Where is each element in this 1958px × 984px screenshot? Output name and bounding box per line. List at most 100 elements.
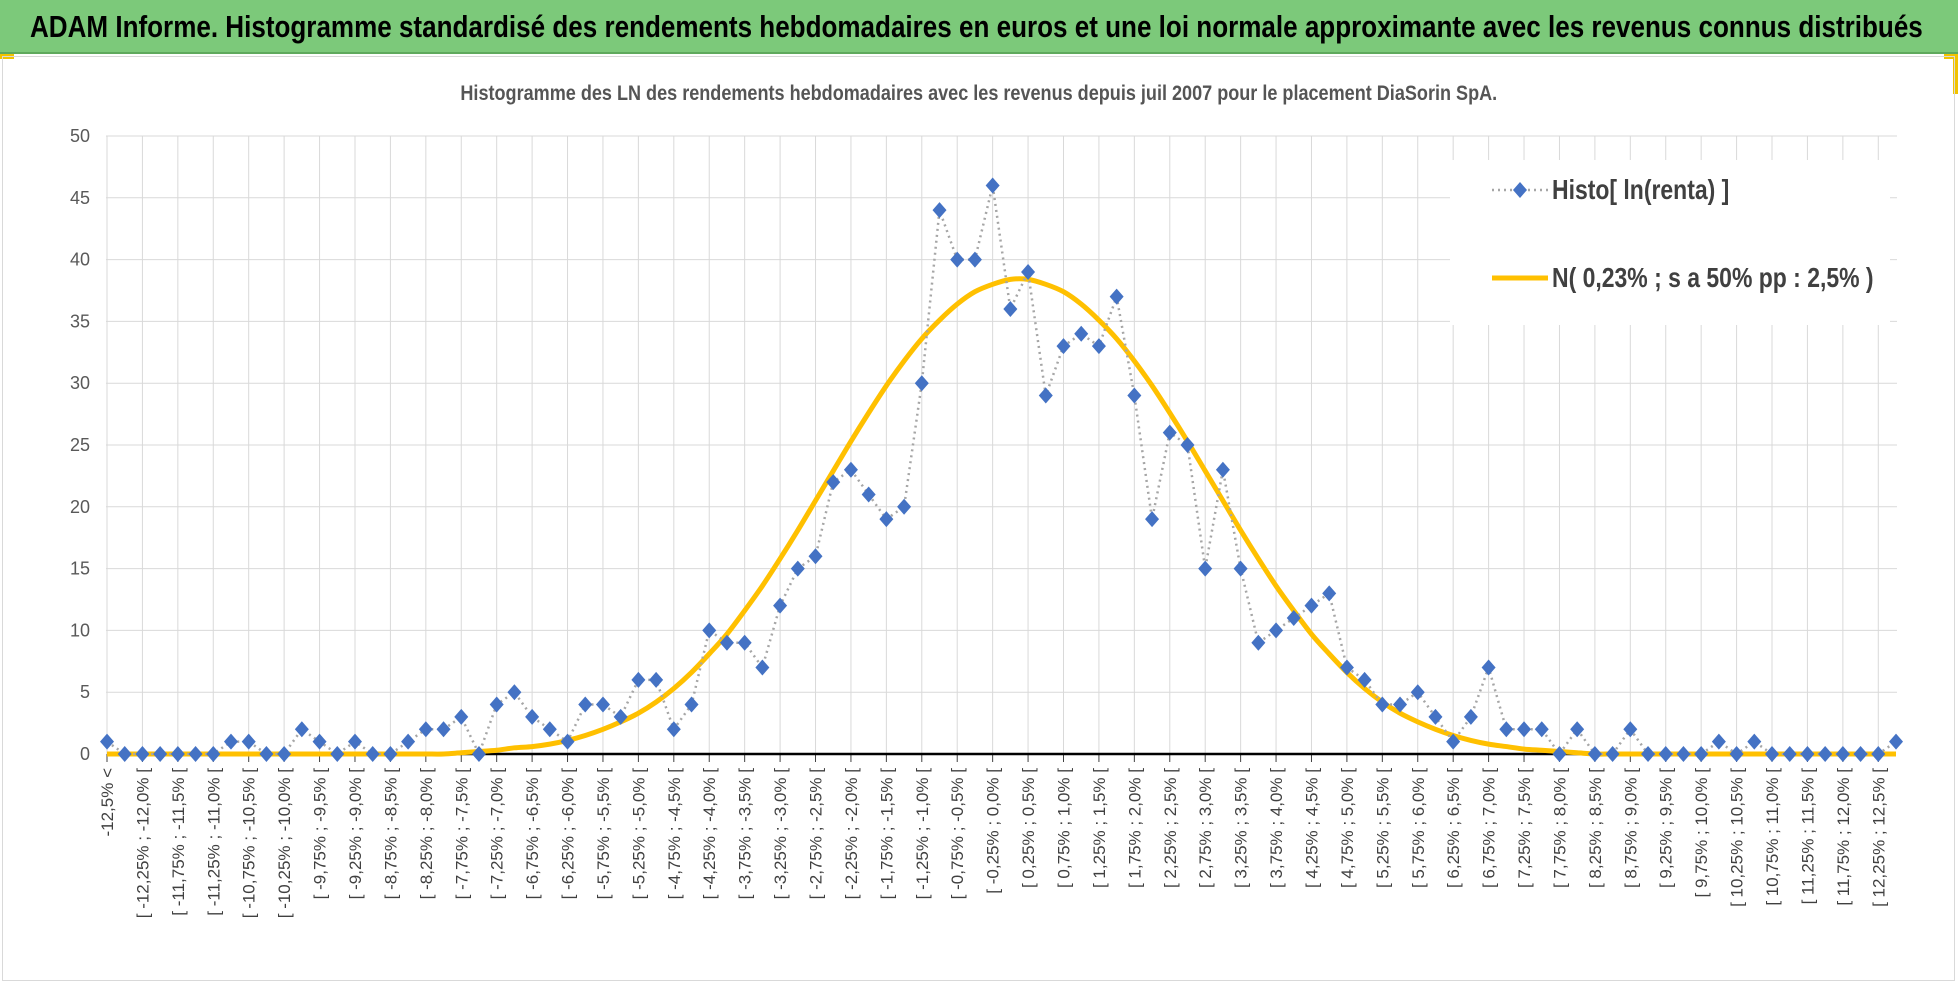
histogram-point: [1003, 301, 1018, 318]
histogram-point: [1853, 746, 1868, 762]
histogram-point: [755, 659, 770, 676]
x-tick-label: [ 9,25% ; 9,5% [: [1657, 768, 1676, 888]
y-tick-label: 15: [70, 559, 90, 579]
histogram-point: [702, 622, 717, 639]
x-tick-label: [ -10,75% ; -10,5% [: [240, 768, 259, 919]
x-tick-label: [ -12,25% ; -12,0% [: [133, 768, 152, 919]
histogram-point: [277, 746, 292, 762]
diamond-marker-icon: [1492, 182, 1548, 198]
x-tick-label: [ -3,25% ; -3,0% [: [771, 768, 790, 900]
x-tick-label: [ 12,25% ; 12,5% [: [1869, 768, 1888, 907]
histogram-point: [1552, 746, 1567, 762]
histogram-point: [1162, 424, 1177, 441]
x-tick-label: [ -1,75% ; -1,5% [: [877, 768, 896, 900]
histogram-point: [719, 634, 734, 651]
histogram-point: [1623, 721, 1638, 738]
x-tick-label: [ -9,25% ; -9,0% [: [346, 768, 365, 900]
y-tick-label: 50: [70, 126, 90, 146]
histogram-point: [1021, 263, 1036, 280]
histogram-point: [153, 746, 168, 762]
legend-label-normal: N( 0,23% ; s a 50% pp : 2,5% ): [1552, 262, 1874, 293]
corner-accent-right-vertical: [1953, 54, 1958, 94]
histogram-point: [1056, 338, 1071, 355]
histogram-point: [684, 696, 699, 713]
x-tick-label: [ -3,75% ; -3,5% [: [736, 768, 755, 900]
x-tick-label: [ -2,75% ; -2,5% [: [807, 768, 826, 900]
y-tick-label: 35: [70, 311, 90, 331]
y-tick-label: 40: [70, 250, 90, 270]
histogram-point: [1463, 708, 1478, 725]
histogram-point: [1747, 733, 1762, 750]
histogram-point: [1410, 684, 1425, 701]
histogram-point: [135, 746, 150, 762]
x-tick-label: [ 1,75% ; 2,0% [: [1125, 768, 1144, 888]
x-tick-label: [ -9,75% ; -9,5% [: [311, 768, 330, 900]
y-tick-label: 25: [70, 435, 90, 455]
histogram-point: [1694, 746, 1709, 762]
histogram-point: [347, 733, 362, 750]
x-tick-label: [ 2,75% ; 3,0% [: [1196, 768, 1215, 888]
histogram-point: [259, 746, 274, 762]
histogram-point: [542, 721, 557, 738]
histogram-point: [507, 684, 522, 701]
x-tick-label: [ -6,25% ; -6,0% [: [559, 768, 578, 900]
histogram-point: [1765, 746, 1780, 762]
histogram-point: [1889, 733, 1903, 750]
histogram-point: [1871, 746, 1886, 762]
histogram-point: [790, 560, 805, 577]
x-tick-label: [ 6,25% ; 6,5% [: [1444, 768, 1463, 888]
histogram-point: [1517, 721, 1532, 738]
histogram-point: [489, 696, 504, 713]
histogram-point: [1145, 511, 1160, 528]
histogram-point: [1269, 622, 1284, 639]
x-axis-ticks: -12,5% < [ -12,25% ; -12,0% [ [ -11,75% ; …: [98, 768, 1888, 919]
histogram-point: [879, 511, 894, 528]
histogram-point: [1835, 746, 1850, 762]
histogram-point: [241, 733, 256, 750]
x-tick-label: [ -8,25% ; -8,0% [: [417, 768, 436, 900]
histogram-point: [950, 251, 965, 268]
x-tick-label: [ 7,25% ; 7,5% [: [1515, 768, 1534, 888]
histogram-point: [223, 733, 238, 750]
histogram-point: [1587, 746, 1602, 762]
histogram-point: [1570, 721, 1585, 738]
x-tick-label: [ -4,75% ; -4,5% [: [665, 768, 684, 900]
x-tick-label: [ -2,25% ; -2,0% [: [842, 768, 861, 900]
histogram-point: [826, 474, 841, 491]
histogram-point: [100, 733, 114, 750]
histogram-point: [666, 721, 681, 738]
histogram-point: [1198, 560, 1213, 577]
y-tick-label: 45: [70, 188, 90, 208]
histogram-point: [985, 177, 1000, 194]
histogram-point: [1357, 671, 1372, 688]
histogram-point: [471, 746, 486, 762]
x-tick-label: [ -11,75% ; -11,5% [: [169, 768, 188, 916]
histogram-point: [861, 486, 876, 503]
x-tick-label: -12,5% <: [98, 768, 117, 837]
x-tick-label: [ -0,75% ; -0,5% [: [948, 768, 967, 900]
y-axis-ticks: 0 5 10 15 20 25 30 35 40 45 50: [70, 126, 90, 764]
y-tick-label: 30: [70, 373, 90, 393]
histogram-point: [1729, 746, 1744, 762]
histogram-point: [436, 721, 451, 738]
histogram-point: [1215, 461, 1230, 478]
x-tick-label: [ 11,75% ; 12,0% [: [1834, 768, 1853, 906]
y-tick-label: 20: [70, 497, 90, 517]
histogram-point: [1782, 746, 1797, 762]
x-tick-label: [ 4,75% ; 5,0% [: [1338, 768, 1357, 888]
x-tick-label: [ 8,75% ; 9,0% [: [1621, 768, 1640, 888]
x-tick-label: [ -1,25% ; -1,0% [: [913, 768, 932, 900]
histogram-point: [1127, 387, 1142, 404]
histogram-point: [330, 746, 345, 762]
x-tick-label: [ 3,75% ; 4,0% [: [1267, 768, 1286, 888]
histogram-point: [1605, 746, 1620, 762]
histogram-point: [1641, 746, 1656, 762]
histogram-point: [1038, 387, 1053, 404]
histogram-point: [117, 746, 132, 762]
histogram-point: [967, 251, 982, 268]
histogram-point: [613, 708, 628, 725]
histogram-point: [365, 746, 380, 762]
legend: Histo[ ln(renta) ] N( 0,23% ; s a 50% pp…: [1450, 160, 1890, 325]
x-tick-label: [ -11,25% ; -11,0% [: [204, 768, 223, 916]
